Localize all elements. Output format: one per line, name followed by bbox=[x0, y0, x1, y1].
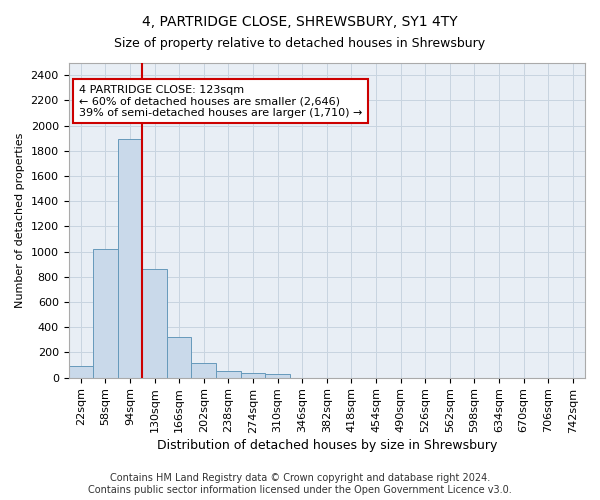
Bar bbox=[142, 270, 167, 378]
Bar bbox=[118, 140, 142, 378]
Bar bbox=[68, 366, 93, 378]
Bar bbox=[241, 372, 265, 378]
Bar bbox=[167, 338, 191, 378]
X-axis label: Distribution of detached houses by size in Shrewsbury: Distribution of detached houses by size … bbox=[157, 440, 497, 452]
Bar bbox=[216, 371, 241, 378]
Text: Contains HM Land Registry data © Crown copyright and database right 2024.
Contai: Contains HM Land Registry data © Crown c… bbox=[88, 474, 512, 495]
Y-axis label: Number of detached properties: Number of detached properties bbox=[15, 132, 25, 308]
Text: 4 PARTRIDGE CLOSE: 123sqm
← 60% of detached houses are smaller (2,646)
39% of se: 4 PARTRIDGE CLOSE: 123sqm ← 60% of detac… bbox=[79, 84, 362, 118]
Text: 4, PARTRIDGE CLOSE, SHREWSBURY, SY1 4TY: 4, PARTRIDGE CLOSE, SHREWSBURY, SY1 4TY bbox=[142, 15, 458, 29]
Bar bbox=[191, 362, 216, 378]
Bar bbox=[265, 374, 290, 378]
Bar bbox=[93, 249, 118, 378]
Text: Size of property relative to detached houses in Shrewsbury: Size of property relative to detached ho… bbox=[115, 38, 485, 51]
